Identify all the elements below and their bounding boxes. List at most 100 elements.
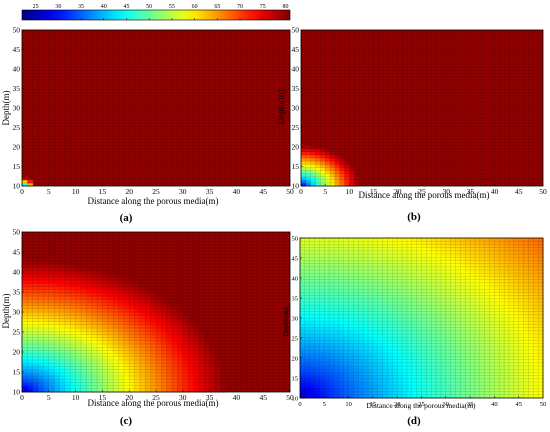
heatmap-cell	[314, 247, 320, 252]
heatmap-cell	[528, 356, 534, 360]
heatmap-cell	[440, 273, 447, 277]
heatmap-cell	[86, 347, 93, 351]
heatmap-cell	[75, 289, 82, 294]
heatmap-cell	[304, 366, 311, 370]
heatmap-cell	[513, 247, 520, 252]
heatmap-cell	[300, 366, 306, 370]
heatmap-cell	[59, 270, 66, 274]
heatmap-cell	[304, 298, 311, 303]
heatmap-cell	[416, 263, 422, 268]
heatmap-cell	[416, 343, 422, 348]
heatmap-cell	[411, 350, 418, 354]
heatmap-cell	[465, 378, 471, 383]
heatmap-cell	[348, 375, 354, 380]
heatmap-cell	[204, 347, 210, 351]
heatmap-cell	[344, 167, 350, 171]
heatmap-cell	[70, 366, 76, 370]
heatmap-cell	[513, 356, 520, 360]
heatmap-cell	[80, 270, 87, 274]
heatmap-cell	[91, 353, 98, 358]
heatmap-cell	[470, 378, 476, 383]
heatmap-cell	[450, 302, 456, 306]
heatmap-cell	[32, 296, 39, 300]
heatmap-cell	[329, 369, 335, 373]
heatmap-cell	[145, 308, 152, 313]
heatmap-cell	[523, 321, 529, 325]
heatmap-cell	[426, 257, 432, 261]
heatmap-cell	[204, 344, 210, 348]
heatmap-cell	[107, 280, 114, 284]
heatmap-cell	[436, 366, 442, 370]
heatmap-cell	[382, 238, 388, 242]
heatmap-cell	[22, 340, 28, 345]
heatmap-cell	[508, 372, 515, 376]
heatmap-cell	[533, 318, 539, 322]
heatmap-cell	[416, 257, 422, 261]
heatmap-cell	[411, 273, 418, 277]
heatmap-cell	[325, 176, 331, 181]
heatmap-cell	[372, 257, 379, 261]
heatmap-cell	[304, 311, 311, 316]
heatmap-cell	[334, 343, 340, 348]
heatmap-cell	[421, 308, 427, 312]
heatmap-cell	[107, 308, 114, 313]
heatmap-cell	[209, 366, 216, 370]
heatmap-cell	[315, 176, 321, 181]
heatmap-cell	[353, 378, 359, 383]
heatmap-cell	[113, 385, 119, 390]
heatmap-cell	[139, 337, 146, 342]
heatmap-cell	[300, 343, 306, 348]
heatmap-cell	[426, 279, 432, 284]
heatmap-cell	[43, 376, 50, 380]
heatmap-cell	[319, 302, 325, 306]
heatmap-cell	[436, 263, 442, 268]
heatmap-cell	[300, 324, 306, 328]
heatmap-cell	[348, 263, 354, 268]
heatmap-cell	[528, 276, 534, 280]
heatmap-cell	[177, 312, 184, 316]
heatmap-cell	[91, 366, 98, 370]
heatmap-cell	[139, 296, 146, 300]
heatmap-cell	[324, 305, 330, 309]
heatmap-cell	[334, 318, 340, 322]
heatmap-cell	[338, 388, 345, 392]
heatmap-cell	[465, 318, 471, 322]
heatmap-cell	[513, 302, 520, 306]
heatmap-cell	[38, 360, 44, 364]
heatmap-cell	[145, 292, 152, 297]
heatmap-cell	[508, 321, 515, 325]
heatmap-cell	[518, 343, 524, 348]
heatmap-cell	[499, 334, 505, 338]
heatmap-cell	[411, 334, 418, 338]
heatmap-cell	[75, 308, 82, 313]
heatmap-cell	[436, 295, 442, 300]
heatmap-cell	[528, 247, 534, 252]
heatmap-cell	[348, 254, 354, 258]
heatmap-cell	[372, 276, 379, 280]
heatmap-cell	[392, 388, 398, 392]
heatmap-cell	[440, 330, 447, 335]
heatmap-cell	[533, 334, 539, 338]
heatmap-cell	[309, 372, 315, 376]
heatmap-cell	[406, 327, 413, 332]
heatmap-cell	[107, 360, 114, 364]
heatmap-cell	[392, 350, 398, 354]
heatmap-cell	[304, 260, 311, 264]
heatmap-cell	[431, 321, 437, 325]
heatmap-cell	[27, 379, 34, 383]
heatmap-cell	[177, 369, 184, 374]
heatmap-cell	[353, 282, 359, 287]
heatmap-cell	[134, 312, 141, 316]
heatmap-cell	[188, 344, 194, 348]
heatmap-cell	[338, 385, 345, 389]
heatmap-cell	[523, 359, 529, 364]
heatmap-cell	[172, 347, 178, 351]
heatmap-cell	[161, 347, 168, 351]
heatmap-cell	[470, 270, 476, 274]
heatmap-cell	[538, 244, 544, 248]
heatmap-cell	[75, 324, 82, 329]
heatmap-cell	[214, 385, 221, 390]
heatmap-cell	[48, 315, 55, 319]
heatmap-cell	[431, 369, 437, 373]
heatmap-cell	[392, 369, 398, 373]
